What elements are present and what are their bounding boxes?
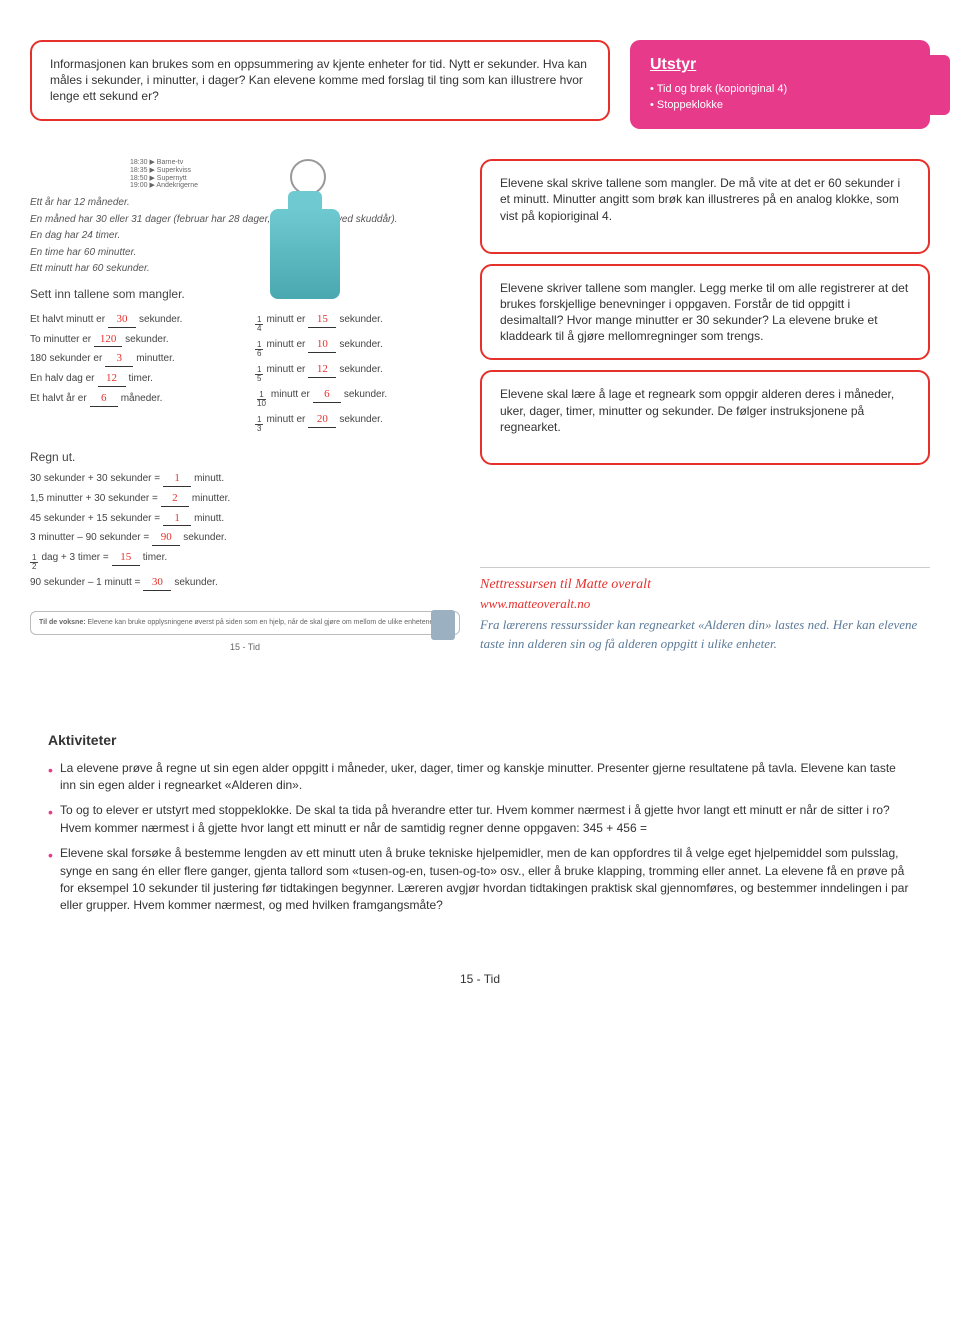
activity-item: La elevene prøve å regne ut sin egen ald… [48, 760, 912, 795]
equipment-title: Utstyr [650, 54, 880, 76]
equipment-item: Tid og brøk (kopioriginal 4) [650, 82, 880, 97]
fact: Ett år har 12 måneder. [30, 196, 460, 210]
web-resource-body: Fra lærerens ressurssider kan regnearket… [480, 616, 930, 652]
section-title-regn: Regn ut. [30, 449, 460, 465]
fill-line: Et halvt minutt er 30 sekunder. [30, 312, 235, 328]
footer-page-number: 15 - Tid [30, 971, 930, 987]
regn-line: 3 minutter – 90 sekunder = 90 sekunder. [30, 530, 460, 546]
fill-line: 16 minutt er 10 sekunder. [255, 337, 460, 358]
fill-line: 180 sekunder er 3 minutter. [30, 351, 235, 367]
worksheet-panel: 18:30 ▶ Barne-tv 18:35 ▶ Superkviss 18:5… [30, 159, 460, 652]
regn-line: 90 sekunder – 1 minutt = 30 sekunder. [30, 575, 460, 591]
teacher-callout: Elevene skal lære å lage et regneark som… [480, 370, 930, 464]
teacher-callout: Elevene skal skrive tallene som mangler.… [480, 159, 930, 253]
regn-line: 12 dag + 3 timer = 15 timer. [30, 550, 460, 571]
fill-line: 15 minutt er 12 sekunder. [255, 362, 460, 383]
adult-note-title: Til de voksne: [39, 619, 86, 626]
fill-line: 14 minutt er 15 sekunder. [255, 312, 460, 333]
adult-note-body: Elevene kan bruke opplysningene øverst p… [88, 619, 436, 626]
regn-line: 30 sekunder + 30 sekunder = 1 minutt. [30, 471, 460, 487]
fact: Ett minutt har 60 sekunder. [30, 262, 460, 276]
regn-list: 30 sekunder + 30 sekunder = 1 minutt. 1,5… [30, 471, 460, 591]
adult-note: Til de voksne: Elevene kan bruke opplysn… [30, 611, 460, 634]
calculator-icon [431, 610, 455, 640]
regn-line: 45 sekunder + 15 sekunder = 1 minutt. [30, 511, 460, 527]
fill-line: 13 minutt er 20 sekunder. [255, 412, 460, 433]
fill-line: En halv dag er 12 timer. [30, 371, 235, 387]
fill-right-col: 14 minutt er 15 sekunder. 16 minutt er 10… [255, 308, 460, 437]
intro-callout: Informasjonen kan brukes som en oppsumme… [30, 40, 610, 121]
fill-line: To minutter er 120 sekunder. [30, 332, 235, 348]
fact: En dag har 24 timer. [30, 229, 460, 243]
activities-box: Aktiviteter La elevene prøve å regne ut … [30, 713, 930, 941]
fact: En time har 60 minutter. [30, 246, 460, 260]
facts-list: Ett år har 12 måneder. En måned har 30 e… [30, 196, 460, 276]
fill-left-col: Et halvt minutt er 30 sekunder. To minutt… [30, 308, 235, 437]
web-resource-title: Nettressursen til Matte overalt [480, 576, 930, 595]
fill-line: 110 minutt er 6 sekunder. [255, 387, 460, 408]
fact: En måned har 30 eller 31 dager (februar … [30, 213, 460, 227]
section-title-fill: Sett inn tallene som mangler. [30, 286, 460, 302]
robot-icon [270, 209, 340, 299]
web-resource-url: www.matteoveralt.no [480, 595, 930, 613]
equipment-item: Stoppeklokke [650, 98, 880, 113]
fill-line: Et halvt år er 6 måneder. [30, 391, 235, 407]
regn-line: 1,5 minutter + 30 sekunder = 2 minutter. [30, 491, 460, 507]
small-page-number: 15 - Tid [30, 641, 460, 653]
activities-title: Aktiviteter [48, 731, 912, 750]
activity-item: To og to elever er utstyrt med stoppeklo… [48, 802, 912, 837]
teacher-callout: Elevene skriver tallene som mangler. Leg… [480, 264, 930, 361]
equipment-box: Utstyr Tid og brøk (kopioriginal 4) Stop… [630, 40, 930, 129]
activity-item: Elevene skal forsøke å bestemme lengden … [48, 845, 912, 915]
web-resource-box: Nettressursen til Matte overalt www.matt… [480, 567, 930, 653]
